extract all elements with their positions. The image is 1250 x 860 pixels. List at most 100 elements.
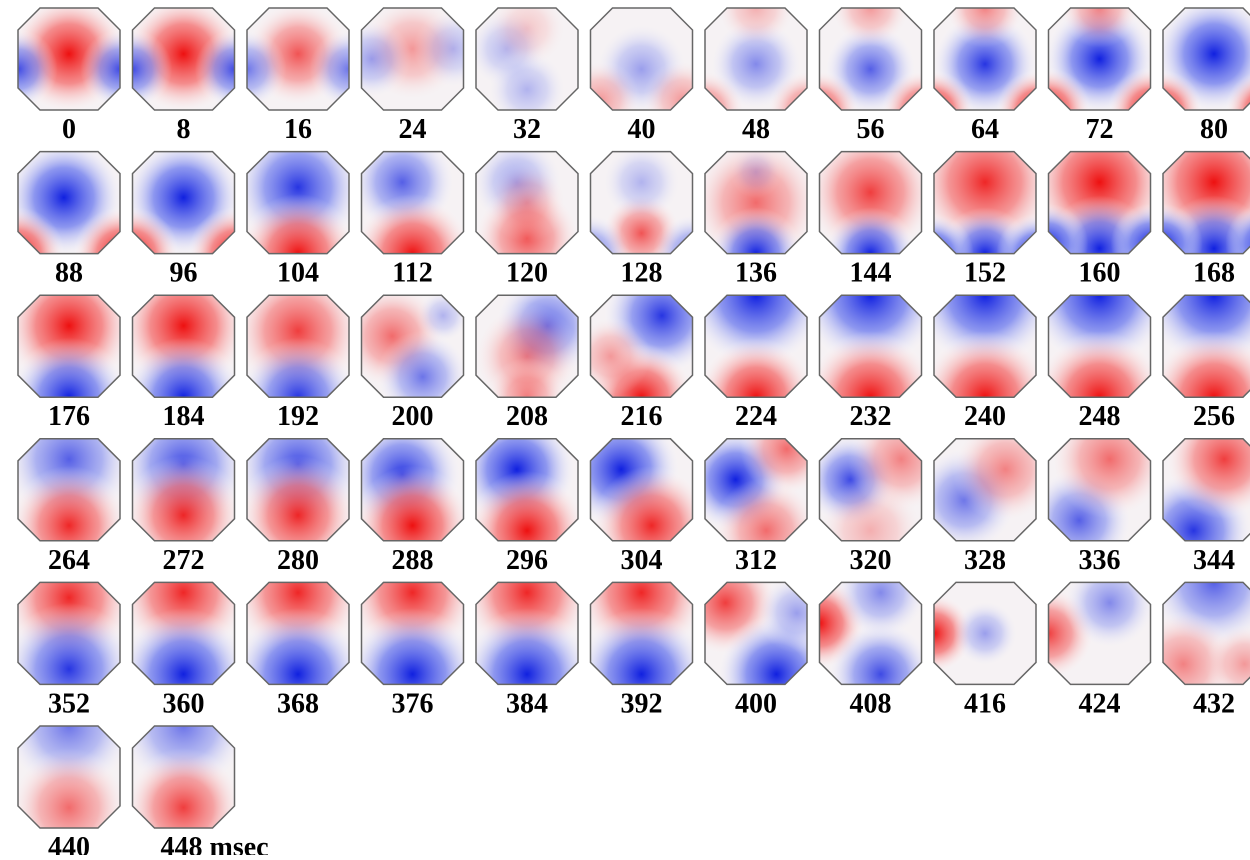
head-outline (360, 294, 465, 398)
topomap (17, 438, 121, 542)
topomap (933, 294, 1037, 398)
head-outline (589, 438, 694, 542)
time-label: 104 (277, 258, 319, 289)
time-label: 160 (1079, 258, 1121, 289)
topomap-field (819, 8, 922, 110)
topomap (17, 294, 121, 398)
head-outline (131, 725, 236, 829)
topomap (475, 7, 579, 111)
time-label: 56 (857, 114, 885, 145)
time-label: 0 (62, 114, 76, 145)
head-outline (1162, 438, 1250, 542)
positive-region (713, 477, 807, 541)
head-outline (131, 581, 236, 686)
time-label: 168 (1193, 258, 1235, 289)
topomap-field (1048, 582, 1151, 685)
topomap-field (705, 295, 807, 398)
head-outline (246, 150, 350, 255)
topomap (1047, 438, 1152, 542)
topomap (704, 581, 808, 686)
head-outline (131, 150, 236, 255)
topomap-field (361, 8, 464, 110)
topomap-field (132, 8, 235, 110)
negative-region (413, 9, 464, 89)
head-outline (1047, 581, 1152, 686)
topomap (131, 725, 236, 829)
time-label: 128 (621, 258, 663, 289)
topomap (933, 438, 1037, 542)
negative-region (132, 337, 235, 398)
negative-region (1048, 203, 1089, 254)
time-label: 88 (55, 258, 83, 289)
positive-region (132, 747, 235, 828)
negative-region (1163, 295, 1250, 369)
topomap (589, 294, 694, 398)
time-label: 136 (735, 258, 777, 289)
time-label: 152 (964, 258, 1006, 289)
time-label: 256 (1193, 401, 1235, 432)
negative-region (827, 621, 922, 685)
topomap-field (1163, 295, 1250, 398)
topomap-field (361, 151, 464, 254)
head-outline (1162, 7, 1250, 111)
negative-region (309, 29, 349, 109)
topomap (704, 7, 808, 111)
time-label: 416 (964, 688, 1006, 719)
time-label: 304 (621, 545, 663, 576)
negative-region (590, 607, 693, 685)
topomap-field (1163, 151, 1250, 254)
positive-region (996, 70, 1036, 110)
topomap-field (934, 151, 1036, 254)
topomap (475, 150, 579, 255)
time-label: 40 (628, 114, 656, 145)
positive-region (487, 357, 567, 398)
head-outline (1162, 150, 1250, 255)
negative-region (132, 29, 173, 109)
topomap-field (705, 582, 807, 685)
head-outline (933, 438, 1037, 542)
head-outline (933, 294, 1037, 398)
head-outline (589, 150, 694, 255)
positive-region (767, 70, 807, 110)
head-outline (589, 7, 694, 111)
time-label: 376 (392, 688, 434, 719)
negative-region (1048, 295, 1151, 369)
topomap-field (934, 582, 1036, 685)
positive-region (1059, 8, 1140, 48)
topomap (17, 7, 121, 111)
head-outline (475, 438, 579, 542)
head-outline (704, 7, 808, 111)
topomap (475, 438, 579, 542)
topomap-field (819, 295, 922, 398)
negative-region (601, 151, 682, 222)
negative-region (709, 207, 803, 254)
time-label: 336 (1079, 545, 1121, 576)
head-outline (1162, 581, 1250, 686)
topomap (1162, 7, 1250, 111)
topomap-field (476, 295, 578, 398)
head-outline (17, 581, 121, 686)
topomap-field (361, 438, 464, 541)
negative-region (729, 151, 783, 199)
topomap-field (132, 295, 235, 398)
negative-region (834, 582, 922, 640)
topomap (704, 294, 808, 398)
time-label: 392 (621, 688, 663, 719)
topomap-field (247, 8, 349, 110)
topomap-field (1163, 8, 1250, 110)
head-outline (818, 150, 923, 255)
head-outline (1047, 7, 1152, 111)
negative-region (1225, 203, 1250, 254)
topomap (1162, 150, 1250, 255)
positive-region (819, 477, 922, 541)
head-outline (17, 294, 121, 398)
positive-region (132, 455, 235, 541)
topomap (589, 150, 694, 255)
positive-region (819, 330, 922, 398)
topomap (1162, 581, 1250, 686)
negative-region (376, 330, 464, 398)
time-label: 200 (392, 401, 434, 432)
topomap-field (18, 151, 120, 254)
time-label: 96 (170, 258, 198, 289)
